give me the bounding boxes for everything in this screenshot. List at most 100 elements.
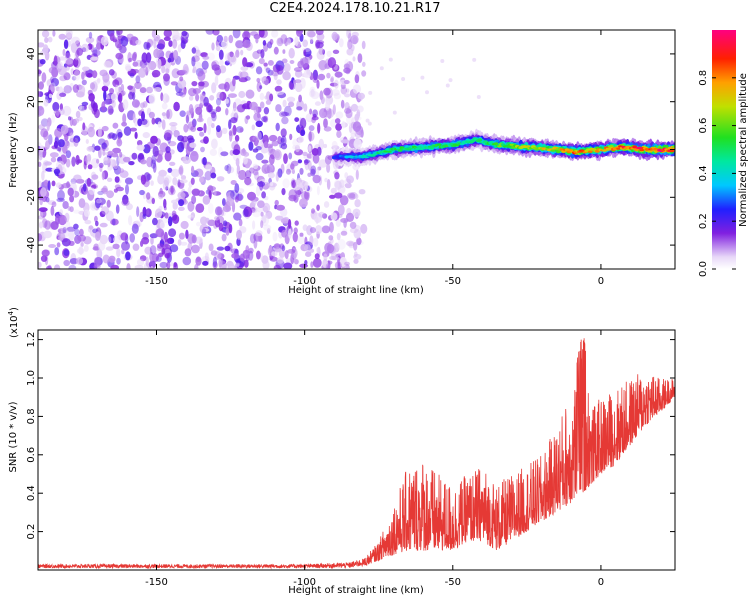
noise-blob xyxy=(98,162,104,168)
noise-blob xyxy=(65,52,71,59)
noise-blob xyxy=(115,186,124,192)
noise-blob xyxy=(202,157,207,166)
noise-blob xyxy=(214,216,220,221)
noise-blob xyxy=(259,101,265,109)
noise-blob xyxy=(56,197,65,203)
noise-blob xyxy=(249,31,259,36)
noise-blob xyxy=(86,153,92,162)
noise-blob xyxy=(261,159,269,164)
noise-blob xyxy=(271,251,278,257)
noise-blob xyxy=(101,142,108,150)
snr-axes: -150 -100 -50 0 0.2 0.4 0.6 0.8 1.0 1.2 xyxy=(26,330,675,588)
noise-blob xyxy=(255,120,263,128)
noise-blob xyxy=(149,251,154,262)
noise-blob xyxy=(108,132,115,139)
noise-blob xyxy=(203,96,209,107)
noise-blob xyxy=(357,92,365,100)
noise-blob xyxy=(243,259,249,268)
noise-blob xyxy=(312,174,321,184)
noise-blob xyxy=(82,183,87,192)
noise-blob xyxy=(309,235,314,246)
noise-blob xyxy=(168,140,177,147)
noise-blob xyxy=(38,70,42,75)
noise-blob xyxy=(135,39,142,45)
noise-blob xyxy=(266,164,275,174)
noise-blob xyxy=(291,247,298,259)
noise-blob xyxy=(202,195,211,205)
noise-blob xyxy=(331,31,338,41)
noise-blob xyxy=(263,224,272,231)
noise-blob xyxy=(179,76,184,82)
noise-blob xyxy=(39,198,43,206)
noise-blob xyxy=(62,105,72,116)
noise-blob xyxy=(189,95,194,101)
noise-blob xyxy=(265,99,272,105)
noise-blob xyxy=(294,79,302,84)
noise-blob xyxy=(229,131,233,142)
noise-blob xyxy=(248,141,254,151)
noise-blob xyxy=(48,67,56,74)
noise-blob xyxy=(155,228,165,238)
noise-blob xyxy=(219,91,227,101)
noise-blob xyxy=(260,49,265,59)
noise-blob xyxy=(271,140,279,147)
noise-blob xyxy=(239,127,244,133)
noise-blob xyxy=(330,212,338,221)
noise-blob xyxy=(143,144,151,154)
noise-blob xyxy=(129,127,137,132)
noise-blob xyxy=(118,168,125,173)
noise-blob xyxy=(304,244,311,252)
noise-blob xyxy=(294,69,303,78)
noise-blob xyxy=(85,154,91,166)
noise-blob xyxy=(225,108,229,116)
noise-blob xyxy=(132,243,140,251)
noise-blob xyxy=(94,145,101,151)
noise-blob xyxy=(344,178,351,184)
noise-blob xyxy=(172,202,178,210)
noise-blob xyxy=(186,110,192,116)
noise-blob xyxy=(287,249,296,254)
noise-blob xyxy=(106,199,111,208)
y-tick-label: 1.0 xyxy=(26,370,37,386)
noise-blob xyxy=(120,36,129,47)
noise-blob xyxy=(253,112,262,122)
noise-blob xyxy=(189,142,197,148)
noise-blob xyxy=(235,49,240,58)
noise-blob xyxy=(63,249,70,256)
noise-blob xyxy=(203,136,209,145)
noise-blob xyxy=(134,131,138,139)
noise-blob xyxy=(218,49,224,60)
noise-blob xyxy=(120,83,125,93)
noise-blob xyxy=(153,36,159,42)
noise-blob xyxy=(134,81,142,90)
noise-blob xyxy=(68,116,72,121)
noise-blob xyxy=(215,106,222,113)
noise-blob xyxy=(168,40,173,47)
noise-blob xyxy=(195,203,205,214)
noise-blob xyxy=(143,262,151,269)
noise-blob xyxy=(282,71,291,81)
noise-blob xyxy=(281,245,286,252)
noise-blob xyxy=(178,69,187,75)
noise-blob xyxy=(297,159,303,164)
noise-blob xyxy=(320,96,325,105)
noise-blob xyxy=(388,57,393,62)
noise-blob xyxy=(108,108,114,114)
colorbar-tick-label: 0.4 xyxy=(698,165,709,181)
noise-blob xyxy=(44,37,49,43)
noise-blob xyxy=(210,122,215,129)
noise-blob xyxy=(216,91,224,101)
noise-blob xyxy=(151,154,157,165)
noise-blob xyxy=(242,157,248,165)
noise-blob xyxy=(234,134,240,142)
noise-blob xyxy=(145,52,152,63)
noise-blob xyxy=(71,156,76,167)
noise-blob xyxy=(235,157,240,167)
ridge-cell xyxy=(372,153,378,156)
noise-blob xyxy=(147,42,151,49)
noise-blob xyxy=(181,30,188,37)
noise-blob xyxy=(240,49,244,56)
noise-blob xyxy=(346,106,353,115)
ridge-cell xyxy=(550,149,556,152)
noise-blob xyxy=(340,86,347,95)
